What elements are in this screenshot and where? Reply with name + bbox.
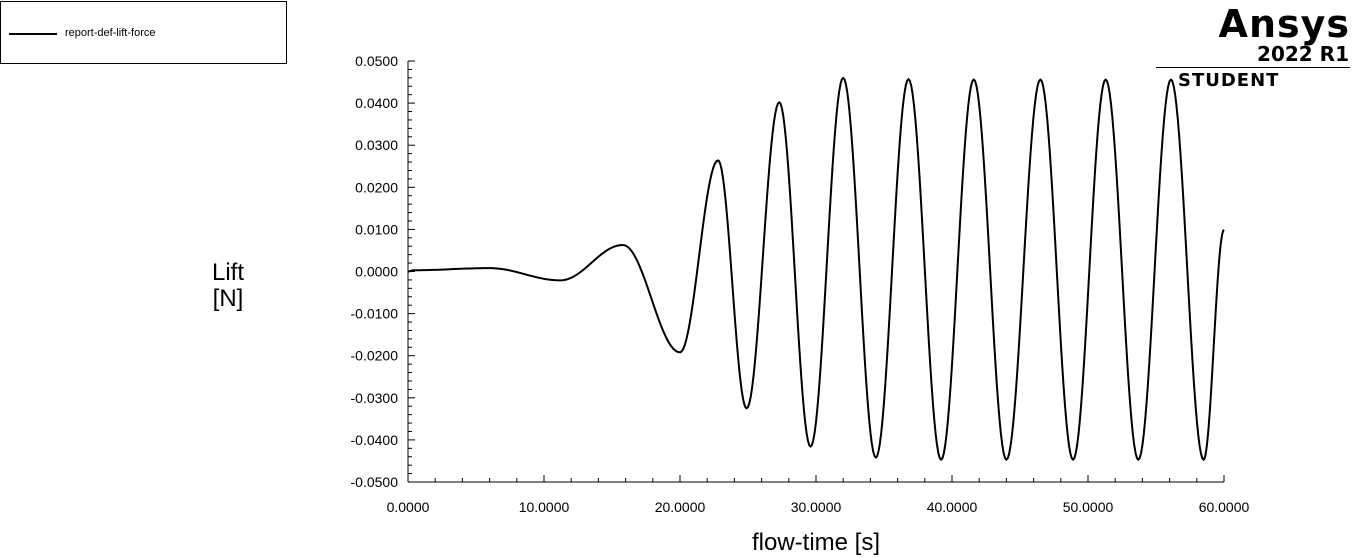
y-axis-title-line-1: Lift: [212, 259, 244, 286]
y-tick-label: 0.0200: [355, 179, 398, 195]
legend: report-def-lift-force: [0, 1, 287, 64]
x-axis-title: flow-time [s]: [752, 529, 880, 556]
logo-divider: [1156, 67, 1350, 68]
ansys-logo: Ansys 2022 R1 STUDENT: [1154, 4, 1350, 94]
y-tick-label: -0.0300: [351, 390, 399, 406]
x-tick-label: 50.0000: [1063, 499, 1114, 515]
y-tick-label: 0.0000: [355, 264, 398, 280]
logo-edition: STUDENT: [1178, 70, 1280, 91]
y-tick-label: -0.0500: [351, 474, 399, 490]
x-tick-label: 10.0000: [519, 499, 570, 515]
x-tick-label: 30.0000: [791, 499, 842, 515]
x-tick-label: 20.0000: [655, 499, 706, 515]
y-tick-label: -0.0400: [351, 432, 399, 448]
x-tick-label: 40.0000: [927, 499, 978, 515]
y-tick-label: 0.0100: [355, 221, 398, 237]
logo-name: Ansys: [1218, 2, 1350, 46]
y-tick-label: 0.0300: [355, 137, 398, 153]
y-axis-title-line-2: [N]: [213, 285, 244, 312]
legend-line-swatch: [9, 33, 57, 35]
logo-version: 2022 R1: [1257, 42, 1349, 66]
y-tick-label: -0.0200: [351, 348, 399, 364]
x-tick-label: 60.0000: [1199, 499, 1250, 515]
x-tick-label: 0.0000: [387, 499, 430, 515]
y-tick-label: 0.0400: [355, 95, 398, 111]
legend-series-label: report-def-lift-force: [65, 27, 156, 39]
y-tick-label: -0.0100: [351, 306, 399, 322]
series-line-report-def-lift-force: [407, 76, 1225, 461]
y-tick-label: 0.0500: [355, 53, 398, 69]
